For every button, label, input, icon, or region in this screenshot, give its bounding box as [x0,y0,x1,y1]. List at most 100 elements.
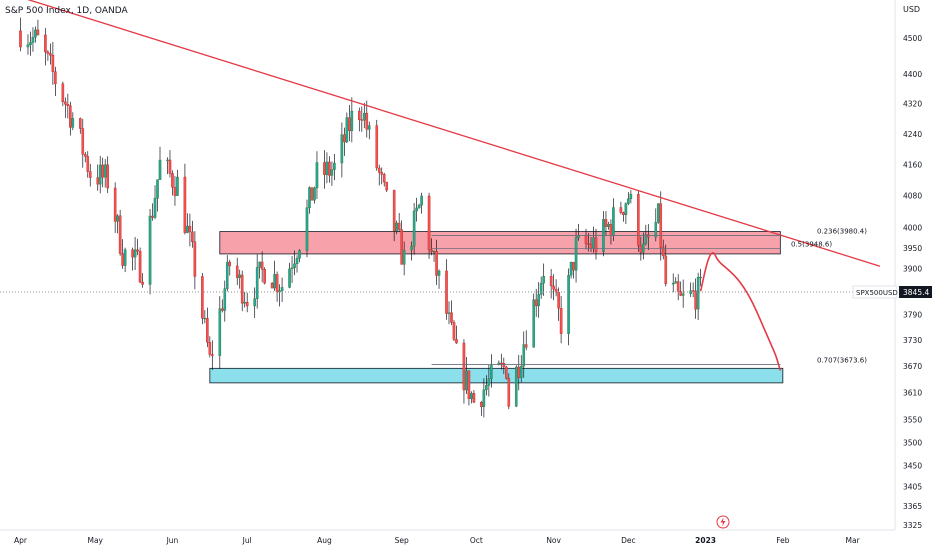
candle-body [69,105,72,128]
candle-body [88,171,92,178]
candle-body [310,187,314,201]
symbol-badge[interactable]: SPX500USD [852,285,898,299]
time-axis[interactable]: Apr May Jun Jul Aug Sep Oct Nov Dec 2023 Feb Mar [0,529,895,545]
plot-background [0,0,895,530]
candle-body [218,308,222,356]
candle-body [243,302,247,304]
candle-body [656,203,660,223]
time-tick-label: Jul [242,536,252,545]
candle-body [151,215,154,218]
time-tick-label: Feb [776,536,790,545]
descending-trendline[interactable] [16,0,881,267]
candle-body [173,187,177,196]
candle-body [240,274,244,304]
candle-body [380,172,384,175]
candle-body [49,53,52,56]
candle-body [502,363,506,368]
candle-body [554,289,558,293]
candle-body [78,118,82,129]
fib-level-label: 0.707(3673.6) [817,357,867,365]
candle-body [116,215,119,222]
candle-body [627,198,630,204]
candle-body [607,223,610,227]
candle-body [559,308,563,334]
candle-body [572,262,575,271]
candle-body [415,207,418,212]
candle-body [293,263,296,268]
candle-body [589,243,593,249]
support-zone[interactable] [209,367,784,384]
last-price-badge-text: 3845.4 [903,288,929,297]
zones-layer [209,231,784,384]
candle-body [98,164,102,185]
candle-body [113,187,117,222]
candle-body [671,283,675,285]
candle-body [427,195,431,251]
candle-body [676,281,680,292]
price-tick-label: 3405 [903,483,922,492]
candle-body [542,276,545,284]
candle-body [537,294,540,307]
candle-body [235,265,239,278]
candle-body [238,274,242,278]
resistance-zone[interactable] [219,231,781,255]
candle-body [211,354,214,356]
candle-body [644,234,648,244]
candle-body [470,393,473,399]
candle-body [36,29,40,36]
candle-body [452,322,456,340]
candle-body [465,370,468,391]
candle-body [44,34,47,53]
tradingview-logo-icon[interactable] [716,515,730,529]
price-tick-label: 3500 [903,438,922,447]
candle-body [253,298,256,307]
candle-body [220,308,224,311]
candle-body [485,385,488,391]
candle-body [437,270,441,276]
candle-body [629,193,633,199]
candle-body [455,339,458,344]
currency-label: USD [903,5,920,14]
candle-body [81,128,85,155]
candle-body [133,249,137,258]
candle-body [258,261,261,268]
candle-body [26,44,30,48]
candle-body [96,177,100,185]
time-tick-label: Oct [470,536,483,545]
price-tick-label: 4320 [903,100,922,109]
candle-body [604,219,608,227]
candle-body [450,312,453,323]
candle-body [385,181,389,191]
candle-body [592,237,595,249]
candle-body [432,251,436,253]
time-tick-label: Aug [317,536,332,545]
candle-body [619,207,623,213]
candle-body [584,235,588,244]
candle-body [622,212,625,215]
price-axis[interactable]: 4500 4400 4320 4240 4160 4080 4000 3950 3900 3790… [894,0,922,530]
candle-body [375,125,379,169]
time-tick-label: Apr [14,536,28,545]
last-price-badge[interactable]: 3845.4 [899,286,932,298]
candle-body [480,402,483,407]
fib-layer: 0.236(3980.4) 0.5(3948.6) 0.707(3673.6) [431,227,867,365]
projection-curve[interactable] [699,252,782,371]
candle-body [64,101,67,105]
candle-body [101,164,105,178]
candle-body [201,276,204,319]
candle-body [500,362,503,365]
candle-body [323,162,326,175]
candle-body [519,365,523,378]
candle-body [260,261,264,270]
candle-body [552,285,555,290]
candle-body [290,267,294,270]
candle-body [118,215,122,254]
candle-body [206,317,209,343]
candle-body [681,293,685,296]
candle-body [691,290,695,292]
candle-body [255,267,259,299]
candle-body [435,251,438,276]
candle-body [365,112,369,130]
